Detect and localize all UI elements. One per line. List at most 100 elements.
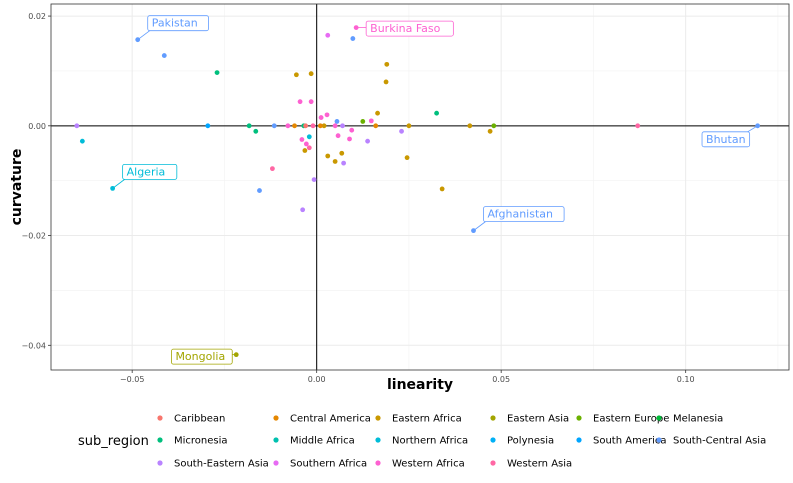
legend-key — [157, 437, 163, 443]
label-leader-line — [137, 30, 150, 40]
data-point — [303, 123, 309, 129]
data-point — [311, 177, 317, 182]
legend-key — [273, 460, 279, 466]
label-leader-line — [747, 125, 758, 133]
legend-key — [656, 415, 662, 421]
data-point — [347, 136, 352, 142]
data-point — [271, 123, 277, 129]
legend-key — [490, 437, 496, 443]
legend-key — [157, 460, 163, 466]
y-tick-label: 0.00 — [28, 122, 46, 131]
data-point — [373, 123, 379, 129]
data-point — [491, 123, 497, 129]
data-point — [270, 166, 275, 172]
legend-entry: Northern Africa — [392, 436, 468, 447]
data-point — [257, 188, 262, 193]
data-point — [308, 71, 314, 77]
data-point — [293, 72, 299, 78]
legend-entry: Melanesia — [673, 414, 723, 425]
legend-key — [656, 437, 662, 443]
y-tick-label: −0.04 — [21, 341, 46, 350]
legend-key — [375, 415, 381, 421]
legend-entry: Central America — [290, 414, 371, 425]
legend-key — [576, 437, 582, 443]
data-point — [339, 150, 345, 156]
data-point — [332, 159, 338, 164]
data-point — [317, 123, 323, 129]
data-point — [368, 118, 374, 124]
legend-entry: South-Central Asia — [673, 436, 766, 447]
data-point — [325, 32, 331, 38]
plot-border — [50, 3, 790, 371]
data-point — [292, 123, 297, 129]
legend-key — [375, 437, 381, 443]
x-tick-label: 0.00 — [308, 375, 326, 384]
data-point — [321, 123, 327, 129]
data-point — [384, 61, 390, 67]
label-box — [365, 20, 454, 37]
label-box — [122, 163, 178, 180]
data-point — [306, 134, 312, 140]
label-box — [171, 348, 233, 365]
x-tick-label: 0.05 — [492, 375, 510, 384]
data-point — [161, 53, 167, 58]
data-point — [79, 138, 85, 144]
legend-entry: South-Eastern Asia — [174, 459, 269, 470]
legend-entry: Western Africa — [392, 459, 465, 470]
data-point — [332, 123, 338, 129]
legend-title: sub_region — [78, 434, 149, 449]
data-point — [467, 123, 473, 129]
legend-key — [157, 415, 163, 421]
data-point — [487, 128, 493, 134]
data-point — [205, 123, 211, 129]
label-box — [483, 206, 565, 223]
point-label: Afghanistan — [488, 208, 554, 221]
legend-key — [273, 415, 279, 421]
legend-entry: Eastern Europe — [593, 414, 669, 425]
legend-entry: Middle Africa — [290, 436, 355, 447]
data-point — [365, 138, 371, 144]
data-point — [303, 141, 309, 147]
legend-entry: South America — [593, 436, 667, 447]
legend-entry: Eastern Asia — [507, 414, 569, 425]
data-point — [246, 123, 252, 129]
data-point — [341, 160, 347, 166]
label-leader-line — [112, 179, 125, 189]
legend-key — [273, 437, 279, 443]
x-tick-label: −0.05 — [120, 375, 145, 384]
label-box — [701, 131, 751, 148]
data-point — [340, 123, 345, 129]
point-labels: Pakistan Burkina Faso Algeria Afghanistan Bh… — [112, 15, 758, 365]
legend-key — [490, 415, 496, 421]
data-point — [302, 148, 308, 153]
data-point — [214, 70, 220, 75]
legend-entry: Polynesia — [507, 436, 554, 447]
data-point — [299, 137, 305, 142]
y-tick-label: 0.02 — [28, 12, 46, 21]
legend-key — [375, 460, 381, 466]
data-point — [253, 128, 259, 134]
reference-lines — [51, 4, 789, 370]
data-point — [318, 115, 324, 120]
point-label: Pakistan — [152, 17, 198, 30]
data-point — [434, 110, 440, 116]
legend-entry: Southern Africa — [290, 459, 367, 470]
data-point — [297, 99, 303, 105]
legend-entry: Eastern Africa — [392, 414, 462, 425]
data-point — [375, 110, 380, 116]
data-point — [306, 145, 312, 151]
data-point — [399, 128, 404, 134]
legend-entry: Caribbean — [174, 414, 225, 425]
point-label: Mongolia — [175, 350, 225, 363]
data-point — [74, 123, 80, 129]
data-point — [360, 119, 366, 124]
data-point — [285, 123, 291, 129]
legend-entry: Western Asia — [507, 459, 572, 470]
point-label: Bhutan — [706, 133, 746, 146]
data-point — [406, 123, 412, 129]
x-tick-label: 0.10 — [677, 375, 695, 384]
point-label: Algeria — [127, 165, 166, 178]
data-point — [325, 153, 331, 159]
legend: sub_region Caribbean Central America Easte… — [78, 414, 766, 470]
